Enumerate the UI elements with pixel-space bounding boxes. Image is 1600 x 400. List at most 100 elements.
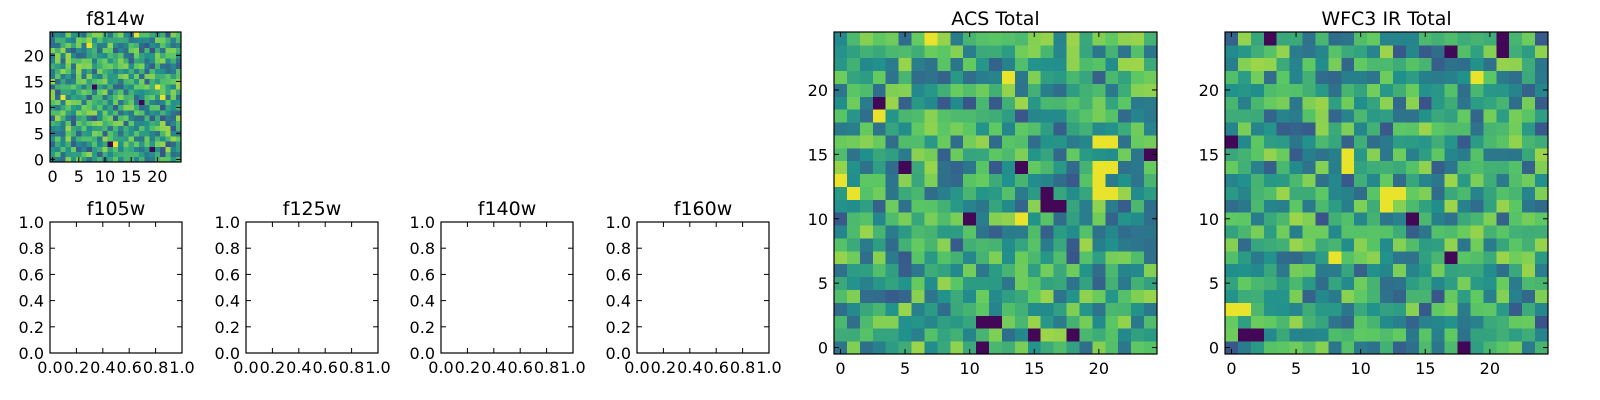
heatmap-cell [924, 173, 938, 187]
heatmap-cell [128, 63, 135, 69]
heatmap-cell [97, 73, 103, 80]
heatmap-cell [81, 32, 88, 38]
f105w-x-tick-label: 0.0 [37, 358, 62, 377]
heatmap-cell [950, 186, 964, 200]
heatmap-cell [86, 63, 93, 69]
heatmap-cell [1509, 160, 1523, 175]
heatmap-cell [963, 122, 977, 136]
heatmap-cell [1118, 250, 1132, 265]
heatmap-cell [1225, 57, 1239, 72]
heatmap-cell [160, 42, 166, 48]
heatmap-cell [1431, 122, 1446, 136]
heatmap-cell [1483, 238, 1497, 252]
heatmap-cell [139, 68, 145, 74]
heatmap-cell [128, 104, 135, 111]
heatmap-cell [924, 276, 938, 290]
heatmap-cell [107, 37, 114, 43]
heatmap-cell [1225, 212, 1239, 226]
heatmap-cell [123, 151, 129, 158]
f140w-x-tick-label: 0.8 [534, 358, 559, 377]
heatmap-cell [1225, 122, 1239, 136]
heatmap-cell [976, 57, 990, 72]
f814w-x-tick-label: 20 [147, 167, 167, 186]
heatmap-cell [165, 89, 171, 95]
heatmap-cell [885, 302, 899, 316]
heatmap-cell [128, 89, 135, 95]
heatmap-cell [937, 199, 951, 213]
heatmap-cell [139, 58, 145, 64]
heatmap-cell [50, 146, 56, 152]
heatmap-cell [76, 63, 82, 69]
heatmap-cell [65, 104, 72, 111]
heatmap-cell [144, 141, 150, 147]
heatmap-cell [81, 125, 88, 132]
heatmap-cell [60, 52, 67, 59]
heatmap-cell [1483, 83, 1497, 97]
heatmap-cell [160, 156, 166, 163]
heatmap-cell [1027, 276, 1042, 290]
heatmap-cell [1444, 70, 1458, 84]
heatmap-cell [154, 104, 161, 111]
heatmap-cell [139, 156, 145, 163]
heatmap-cell [60, 104, 67, 111]
heatmap-cell [834, 263, 848, 278]
heatmap-cell [1118, 32, 1132, 46]
heatmap-cell [1289, 96, 1303, 110]
heatmap-cell [1079, 32, 1093, 46]
heatmap-cell [97, 156, 103, 163]
heatmap-cell [1392, 199, 1407, 213]
heatmap-cell [1535, 250, 1549, 265]
heatmap-cell [1380, 302, 1394, 316]
heatmap-cell [1496, 263, 1510, 278]
heatmap-cell [963, 57, 977, 72]
heatmap-cell [859, 135, 874, 149]
heatmap-cell [1522, 109, 1536, 123]
heatmap-cell [139, 47, 145, 54]
heatmap-cell [128, 151, 135, 158]
heatmap-cell [1092, 276, 1106, 290]
heatmap-cell [149, 84, 156, 90]
heatmap-cell [160, 99, 166, 106]
heatmap-cell [898, 173, 912, 187]
heatmap-cell [1105, 341, 1119, 355]
heatmap-cell [133, 37, 140, 43]
heatmap-cell [911, 122, 925, 136]
heatmap-cell [1405, 341, 1420, 355]
heatmap-cell [911, 328, 925, 342]
heatmap-cell [76, 94, 82, 100]
heatmap-cell [55, 94, 61, 100]
heatmap-cell [1392, 109, 1407, 123]
heatmap-cell [81, 136, 88, 142]
heatmap-cell [1250, 44, 1265, 59]
heatmap-cell [1367, 135, 1381, 149]
heatmap-cell [1289, 173, 1303, 187]
heatmap-cell [1014, 135, 1029, 149]
heatmap-cell [872, 32, 887, 46]
f814w-x-ticks: 0 5 10 15 20 [48, 32, 168, 186]
heatmap-cell [70, 156, 77, 163]
heatmap-cell [86, 94, 93, 100]
heatmap-cell [1105, 315, 1119, 329]
heatmap-cell [1444, 328, 1458, 342]
heatmap-cell [1040, 315, 1055, 329]
heatmap-cell [1431, 135, 1446, 149]
heatmap-cell [107, 151, 114, 158]
heatmap-cell [976, 147, 990, 162]
heatmap-cell [1367, 328, 1381, 342]
heatmap-cell [118, 78, 124, 85]
heatmap-cell [859, 70, 874, 84]
heatmap-cell [1380, 238, 1394, 252]
heatmap-cell [154, 58, 161, 64]
heatmap-cell [1001, 32, 1016, 46]
heatmap-cell [118, 32, 124, 38]
heatmap-cell [1014, 57, 1029, 72]
heatmap-cell [1302, 147, 1316, 162]
heatmap-cell [872, 57, 887, 72]
heatmap-cell [1405, 289, 1420, 303]
heatmap-cell [989, 199, 1003, 213]
heatmap-cell [1053, 341, 1067, 355]
heatmap-cell [102, 73, 109, 80]
heatmap-cell [1118, 109, 1132, 123]
heatmap-cell [963, 302, 977, 316]
